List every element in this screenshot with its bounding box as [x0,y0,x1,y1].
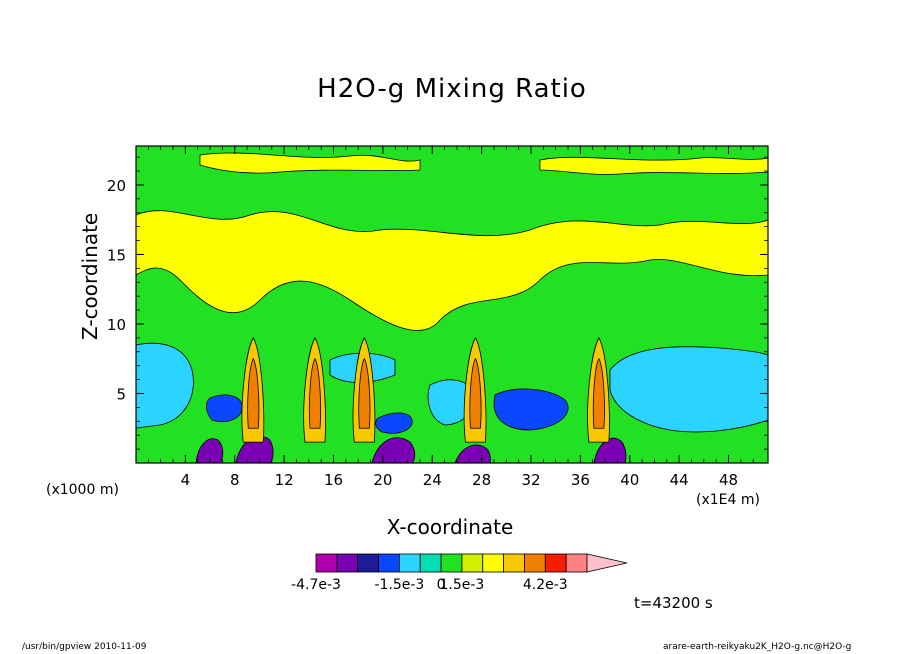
field-purple-5 [593,437,627,464]
field-purple-1 [195,438,224,464]
field-yellow-upper [135,210,769,331]
field-yellow-top2 [539,156,769,175]
field-cyan-left [135,342,194,429]
x-tick-label: 48 [719,471,738,489]
x-tick-label: 36 [571,471,590,489]
plume-group [241,337,610,443]
x-axis-label: X-coordinate [386,515,514,539]
colorbar-segment [315,553,338,573]
x-tick-label: 40 [620,471,639,489]
colorbar-segment [482,553,505,573]
colorbar-arrow [586,553,628,573]
plume-inner [308,357,322,429]
y-tick-label: 15 [107,246,126,264]
plume-inner [247,357,260,429]
plot-area [135,145,769,464]
colorbar-segment [503,553,525,573]
y-axis-label: Z-coordinate [78,212,102,340]
colorbar-tick-label: 4.2e-3 [523,577,568,593]
colorbar-segment [544,553,567,573]
footer-right: arare-earth-reikyaku2K_H2O-g.nc@H2O-g [663,642,852,652]
colorbar-tick-label: 1.5e-3 [440,577,485,593]
footer-left: /usr/bin/gpview 2010-11-09 [22,642,147,652]
field-blue-2 [493,388,569,431]
x-tick-label: 12 [275,471,294,489]
colorbar-tick-label: -1.5e-3 [374,577,424,593]
plot-frame [135,145,769,464]
colorbar-tick-label: 0 [437,577,446,593]
x-unit-label: (x1E4 m) [696,492,760,508]
x-ticks: 4 8 12 16 20 24 28 32 36 40 44 48 [147,146,754,489]
x-tick-label: 4 [181,471,191,489]
colorbar-segment [440,553,463,573]
colorbar: -4.7e-3 -1.5e-3 01.5e-3 4.2e-3 [291,553,628,593]
field-blue-1 [206,394,243,422]
x-tick-label: 24 [423,471,442,489]
y-tick-label: 20 [107,177,126,195]
x-tick-label: 44 [670,471,689,489]
y-tick-label: 5 [116,385,126,403]
y-unit-label: (x1000 m) [46,482,119,498]
chart-title: H2O-g Mixing Ratio [317,74,587,104]
colorbar-segment [565,553,588,573]
colorbar-segment [378,553,400,573]
y-tick-label: 10 [107,316,126,334]
field-yellow-top [199,152,421,174]
colorbar-segment [524,553,546,573]
plume-inner [592,357,605,429]
colorbar-segment [461,553,484,573]
plume-inner [469,357,482,429]
colorbar-tick-label: -4.7e-3 [291,577,341,593]
x-tick-label: 16 [324,471,343,489]
x-tick-label: 20 [373,471,392,489]
plume-inner [358,357,371,429]
colorbar-segment [419,553,442,573]
y-ticks: 5 10 15 20 [107,156,768,450]
field-blue-3 [375,412,413,434]
time-label: t=43200 s [634,594,713,612]
field-purple-2 [235,435,274,464]
x-tick-label: 28 [472,471,491,489]
x-tick-label: 32 [521,471,540,489]
colorbar-segment [357,553,379,573]
colorbar-segment [336,553,359,573]
colorbar-segment [398,553,421,573]
x-tick-label: 8 [230,471,240,489]
